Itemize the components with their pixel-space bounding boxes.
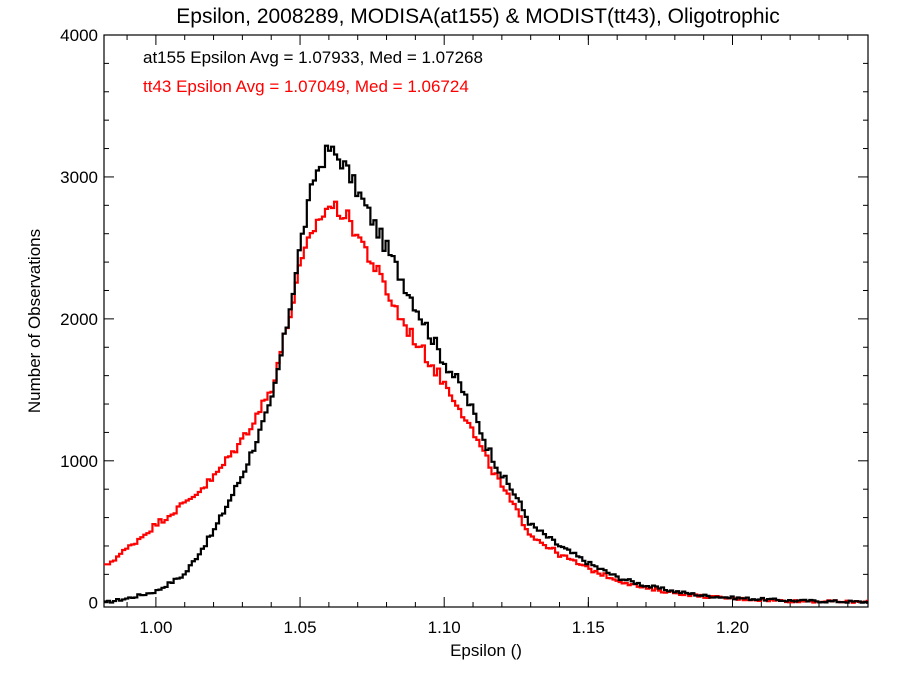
annotation-at155: at155 Epsilon Avg = 1.07933, Med = 1.072… (143, 48, 483, 67)
chart-title: Epsilon, 2008289, MODISA(at155) & MODIST… (176, 5, 779, 28)
y-tick-label: 1000 (60, 452, 98, 471)
y-tick-label: 0 (89, 594, 98, 613)
y-tick-label: 3000 (60, 168, 98, 187)
axis-ticks (104, 34, 868, 607)
y-tick-label: 4000 (60, 26, 98, 45)
series-line-at155 (104, 144, 868, 604)
y-tick-labels: 0 1000 2000 3000 4000 (60, 26, 98, 613)
x-tick-label: 1.15 (572, 618, 605, 637)
x-tick-label: 1.20 (716, 618, 749, 637)
plot-area (103, 34, 869, 608)
x-tick-label: 1.05 (283, 618, 316, 637)
annotation-tt43: tt43 Epsilon Avg = 1.07049, Med = 1.0672… (143, 77, 469, 96)
y-axis-label: Number of Observations (25, 229, 44, 413)
x-tick-label: 1.00 (139, 618, 172, 637)
y-tick-label: 2000 (60, 310, 98, 329)
series-line-tt43 (104, 200, 868, 604)
plot-frame (103, 34, 869, 608)
x-tick-labels: 1.00 1.05 1.10 1.15 1.20 (139, 618, 749, 637)
series-layer (104, 144, 868, 604)
x-tick-label: 1.10 (428, 618, 461, 637)
x-axis-label: Epsilon () (450, 641, 522, 660)
